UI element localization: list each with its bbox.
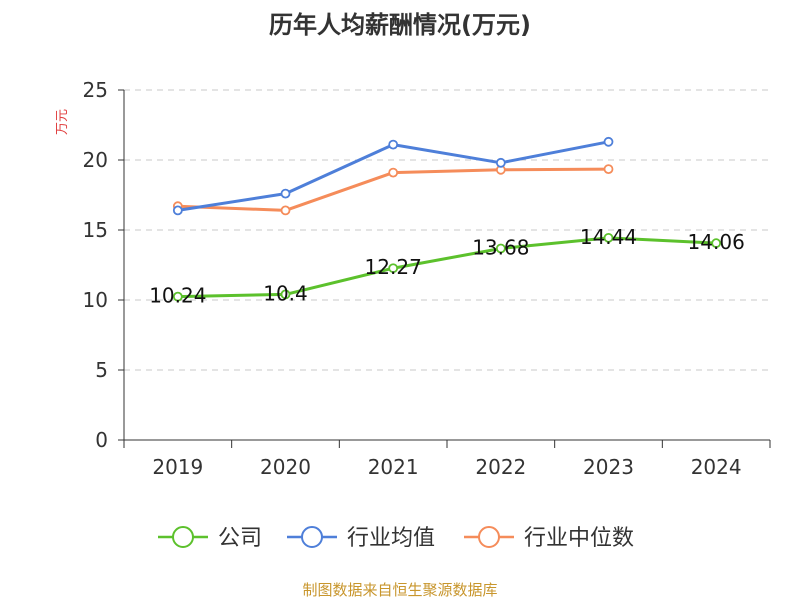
x-tick-label: 2021: [368, 455, 419, 479]
y-axis-label: 万元: [55, 109, 70, 135]
data-point[interactable]: [603, 232, 614, 243]
y-tick-labels: 0 5 10 15 20 25: [83, 78, 108, 452]
series-0: 10.24 10.4 12.27 13.68 14.44 14.06: [149, 225, 745, 308]
x-tick-labels: 2019 2020 2021 2022 2023 2024: [152, 455, 741, 479]
legend-item[interactable]: 行业中位数: [464, 526, 634, 551]
data-point[interactable]: [388, 167, 399, 178]
data-point[interactable]: [280, 188, 291, 199]
data-label: 12.27: [365, 255, 422, 279]
data-point[interactable]: [495, 243, 506, 254]
data-point[interactable]: [280, 205, 291, 216]
x-tick-label: 2022: [475, 455, 526, 479]
data-point[interactable]: [172, 205, 183, 216]
x-tick-label: 2020: [260, 455, 311, 479]
legend-marker: [301, 526, 323, 548]
data-label: 10.24: [149, 284, 206, 308]
y-tick-label: 10: [83, 288, 108, 312]
data-point[interactable]: [280, 289, 291, 300]
series-2: [172, 164, 614, 216]
y-tick-label: 20: [83, 148, 108, 172]
series-line: [177, 236, 717, 299]
data-label: 14.44: [580, 225, 637, 249]
data-point[interactable]: [603, 164, 614, 175]
y-tick-label: 0: [95, 428, 108, 452]
legend-label: 行业均值: [347, 526, 435, 551]
data-point[interactable]: [388, 139, 399, 150]
y-tick-label: 5: [95, 358, 108, 382]
chart-title: 历年人均薪酬情况(万元): [269, 11, 531, 39]
x-tick-label: 2024: [691, 455, 742, 479]
y-tick-label: 25: [83, 78, 108, 102]
series-lines: 10.24 10.4 12.27 13.68 14.44 14.06: [149, 136, 745, 308]
y-tick-label: 15: [83, 218, 108, 242]
x-tick-label: 2023: [583, 455, 634, 479]
legend-item[interactable]: 公司: [158, 526, 262, 551]
grid-lines: [124, 89, 770, 371]
data-label: 10.4: [263, 281, 308, 305]
data-label: 14.06: [688, 230, 745, 254]
legend-marker: [478, 526, 500, 548]
data-point[interactable]: [603, 136, 614, 147]
data-point[interactable]: [711, 238, 722, 249]
legend-marker: [172, 526, 194, 548]
axes: [118, 89, 771, 448]
data-label: 13.68: [472, 235, 529, 259]
data-point[interactable]: [172, 291, 183, 302]
series-1: [172, 136, 614, 216]
data-point[interactable]: [495, 157, 506, 168]
source-note: 制图数据来自恒生聚源数据库: [302, 581, 497, 599]
legend-item[interactable]: 行业均值: [287, 526, 435, 551]
x-tick-label: 2019: [152, 455, 203, 479]
legend-label: 公司: [218, 526, 262, 551]
legend[interactable]: 公司 行业均值 行业中位数: [158, 526, 634, 551]
data-point[interactable]: [388, 263, 399, 274]
legend-label: 行业中位数: [524, 526, 634, 551]
